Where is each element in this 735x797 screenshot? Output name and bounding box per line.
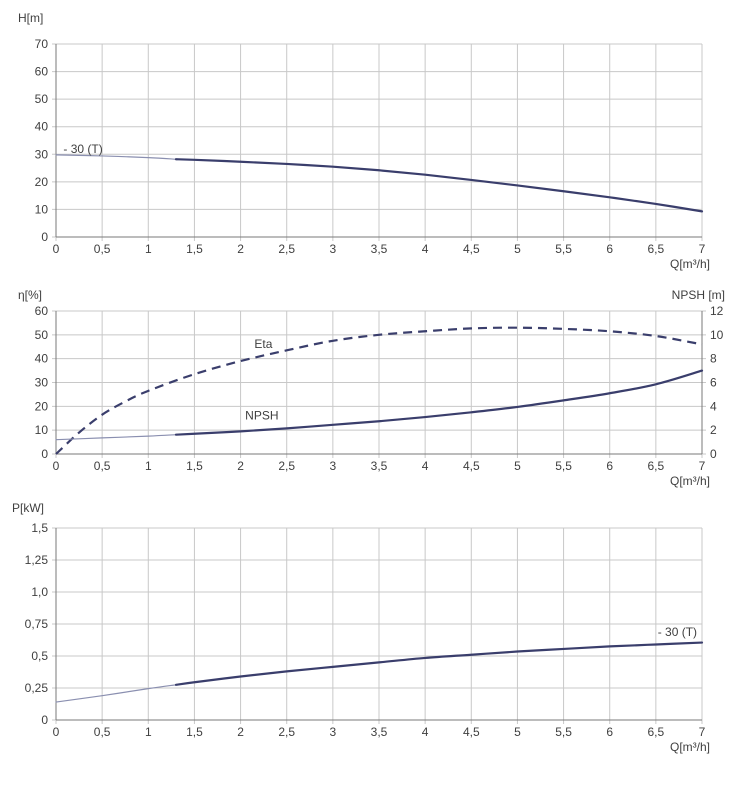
x-tick-label: 1 xyxy=(145,725,152,739)
x-tick-label: 3,5 xyxy=(371,242,388,256)
y2-tick-label: 0 xyxy=(710,447,717,461)
y2-axis-label: NPSH [m] xyxy=(672,288,725,302)
y2-tick-label: 12 xyxy=(710,304,724,318)
x-tick-label: 0 xyxy=(53,459,60,473)
y-tick-label: 40 xyxy=(35,352,49,366)
x-axis-label: Q[m³/h] xyxy=(670,257,710,271)
y-tick-label: 60 xyxy=(35,65,49,79)
curve-annotation: NPSH xyxy=(245,408,278,422)
x-tick-label: 4,5 xyxy=(463,459,480,473)
x-tick-label: 1 xyxy=(145,459,152,473)
efficiency-npsh-chart: 0 0,5 1 1,5 2 2,5 3 3,5 4 4,5 5 5,5 6 6,5 701020304050… xyxy=(18,288,725,488)
y-tick-label: 20 xyxy=(35,399,49,413)
x-tick-label: 5,5 xyxy=(555,459,572,473)
y2-tick-label: 10 xyxy=(710,328,724,342)
x-tick-label: 7 xyxy=(699,459,706,473)
y-tick-label: 1,25 xyxy=(25,553,49,567)
x-tick-label: 2 xyxy=(237,459,244,473)
x-tick-label: 4,5 xyxy=(463,242,480,256)
x-tick-label: 5 xyxy=(514,725,521,739)
y2-tick-label: 4 xyxy=(710,399,717,413)
x-axis-label: Q[m³/h] xyxy=(670,474,710,488)
x-axis-label: Q[m³/h] xyxy=(670,740,710,754)
x-tick-label: 4,5 xyxy=(463,725,480,739)
y-axis-label: η[%] xyxy=(18,288,42,302)
curve-annotation: - 30 (T) xyxy=(658,625,697,639)
y-tick-label: 50 xyxy=(35,328,49,342)
x-tick-label: 2,5 xyxy=(278,242,295,256)
x-tick-label: 3 xyxy=(330,725,337,739)
series-line xyxy=(174,158,704,213)
y-tick-label: 30 xyxy=(35,376,49,390)
x-tick-label: 0 xyxy=(53,725,60,739)
y-tick-label: 1,5 xyxy=(31,521,48,535)
curve-annotation: Eta xyxy=(254,337,272,351)
y-tick-label: 0,5 xyxy=(31,649,48,663)
x-tick-label: 0,5 xyxy=(94,242,111,256)
x-tick-label: 5 xyxy=(514,242,521,256)
x-tick-label: 5,5 xyxy=(555,242,572,256)
y-tick-label: 40 xyxy=(35,120,49,134)
series-line xyxy=(55,154,177,160)
y-tick-label: 0,25 xyxy=(25,681,49,695)
x-tick-label: 3 xyxy=(330,242,337,256)
x-tick-label: 7 xyxy=(699,242,706,256)
y-tick-label: 1,0 xyxy=(31,585,48,599)
x-tick-label: 2,5 xyxy=(278,725,295,739)
y-axis-label: P[kW] xyxy=(12,501,44,515)
power-chart: 0 0,5 1 1,5 2 2,5 3 3,5 4 4,5 5 5,5 6 6,5 7 0 0,25 0,5 0,7… xyxy=(12,501,710,754)
npsh-series-line xyxy=(55,434,177,441)
x-tick-label: 1,5 xyxy=(186,242,203,256)
y-tick-label: 10 xyxy=(35,423,49,437)
x-tick-label: 6,5 xyxy=(648,242,665,256)
npsh-series-line xyxy=(174,369,704,436)
x-tick-label: 5 xyxy=(514,459,521,473)
series-line xyxy=(55,684,177,703)
x-tick-label: 0 xyxy=(53,242,60,256)
x-tick-label: 1,5 xyxy=(186,725,203,739)
x-tick-label: 6 xyxy=(606,459,613,473)
x-tick-label: 6,5 xyxy=(648,725,665,739)
y-tick-label: 30 xyxy=(35,147,49,161)
x-tick-label: 6 xyxy=(606,242,613,256)
y-axis-label: H[m] xyxy=(18,11,43,25)
series-line xyxy=(174,641,704,686)
x-tick-label: 6,5 xyxy=(648,459,665,473)
x-tick-label: 0,5 xyxy=(94,459,111,473)
y-tick-label: 0 xyxy=(41,447,48,461)
x-tick-label: 3 xyxy=(330,459,337,473)
x-tick-label: 7 xyxy=(699,725,706,739)
x-tick-label: 1 xyxy=(145,242,152,256)
y-tick-label: 0 xyxy=(41,230,48,244)
y-tick-label: 0,75 xyxy=(25,617,49,631)
x-tick-label: 4 xyxy=(422,725,429,739)
y-tick-label: 50 xyxy=(35,92,49,106)
x-tick-label: 4 xyxy=(422,459,429,473)
y-tick-label: 60 xyxy=(35,304,49,318)
y2-tick-label: 2 xyxy=(710,423,717,437)
y-tick-label: 70 xyxy=(35,37,49,51)
x-tick-label: 2 xyxy=(237,242,244,256)
y-tick-label: 10 xyxy=(35,202,49,216)
y2-tick-label: 8 xyxy=(710,352,717,366)
x-tick-label: 0,5 xyxy=(94,725,111,739)
y-tick-label: 0 xyxy=(41,713,48,727)
head-chart: 0 0,5 1 1,5 2 2,5 3 3,5 4 4,5 5 5,5 6 6,5 701020304050… xyxy=(18,11,710,271)
x-tick-label: 1,5 xyxy=(186,459,203,473)
eta-series-line xyxy=(55,326,703,455)
curve-annotation: - 30 (T) xyxy=(63,142,102,156)
x-tick-label: 4 xyxy=(422,242,429,256)
x-tick-label: 2 xyxy=(237,725,244,739)
x-tick-label: 3,5 xyxy=(371,725,388,739)
x-tick-label: 6 xyxy=(606,725,613,739)
y2-tick-label: 6 xyxy=(710,376,717,390)
x-tick-label: 5,5 xyxy=(555,725,572,739)
x-tick-label: 3,5 xyxy=(371,459,388,473)
y-tick-label: 20 xyxy=(35,175,49,189)
x-tick-label: 2,5 xyxy=(278,459,295,473)
